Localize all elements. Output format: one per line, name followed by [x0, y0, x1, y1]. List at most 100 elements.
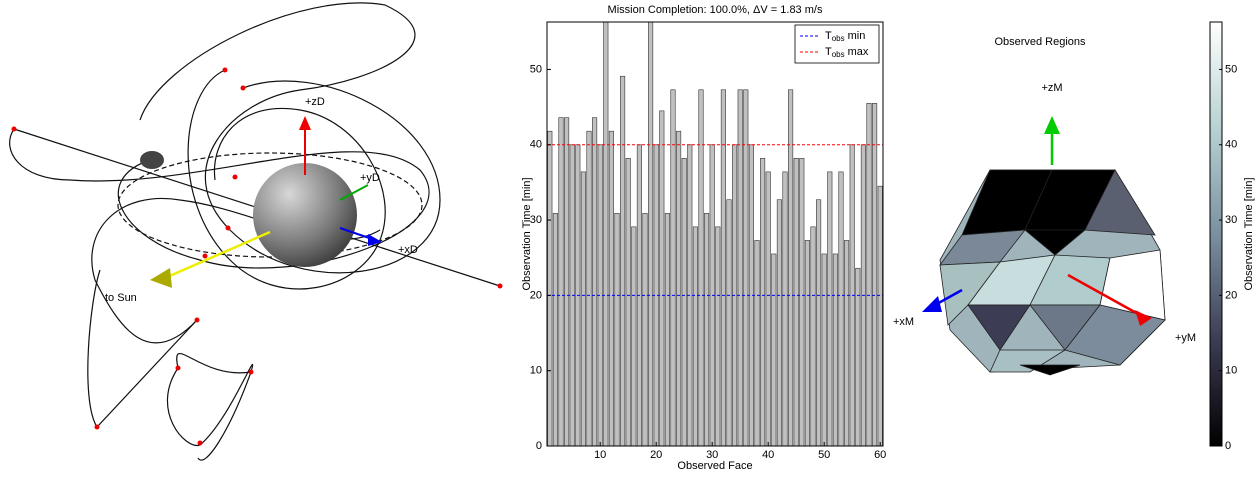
bar — [832, 253, 838, 447]
legend-text: max — [848, 46, 869, 58]
bar — [592, 117, 598, 447]
x-tick-label: 20 — [650, 449, 662, 461]
bar — [866, 103, 872, 447]
x-tick-label: 10 — [594, 449, 606, 461]
region-view — [939, 169, 1166, 376]
orbit-ellipse — [117, 152, 423, 258]
bar — [642, 212, 648, 447]
bar — [704, 212, 710, 447]
plot-area — [547, 22, 883, 446]
y-tick-label: 20 — [530, 289, 542, 301]
bar — [844, 240, 850, 447]
legend-label: Tobs min — [825, 30, 865, 43]
colorbar-tick-label: 0 — [1225, 440, 1231, 452]
y-arrowhead — [1135, 310, 1152, 326]
trajectory — [139, 2, 441, 274]
bar — [681, 158, 687, 447]
waypoints — [11, 67, 503, 446]
bar — [838, 171, 844, 447]
trajectory — [187, 69, 386, 290]
orbit-view — [9, 2, 503, 461]
x-arrowhead — [368, 234, 382, 246]
bar — [782, 171, 788, 447]
bar — [754, 240, 760, 447]
y-tick-label: 30 — [530, 214, 542, 226]
bar — [580, 171, 586, 447]
bar — [771, 253, 777, 447]
bar — [586, 130, 592, 447]
bar — [827, 171, 833, 447]
bar — [620, 75, 626, 447]
bar — [552, 212, 558, 447]
trajectory — [166, 363, 254, 461]
colorbar-label: Observation Time [min] — [1243, 177, 1255, 290]
colorbar-tick-label: 50 — [1225, 63, 1237, 75]
colorbar — [1209, 21, 1223, 447]
sun-marker — [150, 268, 172, 288]
legend-box — [794, 24, 880, 64]
y-axis-label: Observation Time [min] — [521, 177, 533, 290]
bar — [737, 89, 743, 447]
bar — [670, 89, 676, 447]
sun-vector — [164, 230, 271, 280]
bar — [631, 226, 637, 447]
bar — [603, 21, 609, 447]
bar — [659, 110, 665, 447]
legend-text: min — [848, 30, 866, 42]
y-tick-label: 0 — [536, 440, 542, 452]
trajectory — [87, 269, 198, 428]
bar — [558, 117, 564, 447]
colorbar-tick-label: 40 — [1225, 139, 1237, 151]
bar — [564, 117, 570, 447]
bar — [715, 226, 721, 447]
axis-label: +xD — [398, 244, 418, 256]
bar — [726, 199, 732, 447]
bar — [816, 199, 822, 447]
bar — [692, 226, 698, 447]
bar — [793, 158, 799, 447]
x-tick-label: 30 — [706, 449, 718, 461]
y-tick-label: 10 — [530, 365, 542, 377]
bar — [788, 89, 794, 447]
bar — [776, 199, 782, 447]
axis-label: +yD — [360, 172, 380, 184]
legend-label: Tobs max — [825, 46, 869, 59]
z-arrowhead — [299, 116, 311, 130]
body-sphere — [253, 163, 357, 267]
bar — [743, 89, 749, 447]
bar — [698, 89, 704, 447]
bar — [664, 212, 670, 447]
axes-box — [546, 21, 884, 447]
bar — [720, 89, 726, 447]
x-tick-label: 50 — [818, 449, 830, 461]
colorbar-tick-label: 30 — [1225, 214, 1237, 226]
colorbar-tick-label: 10 — [1225, 365, 1237, 377]
y-tick-label: 50 — [530, 63, 542, 75]
bar — [765, 171, 771, 447]
bar — [760, 158, 766, 447]
colorbar-tick-label: 20 — [1225, 289, 1237, 301]
bar — [614, 212, 620, 447]
bar — [547, 130, 553, 447]
trajectory — [176, 353, 252, 374]
bar — [877, 185, 883, 447]
bar — [821, 253, 827, 447]
y-arrow — [1067, 273, 1141, 317]
axis-label: +xM — [893, 316, 914, 328]
axis-label: to Sun — [105, 292, 137, 304]
spacecraft — [140, 151, 164, 169]
y-tick-label: 40 — [530, 139, 542, 151]
y-arrow — [339, 184, 369, 201]
legend-text: T — [825, 46, 832, 58]
axis-label: +zM — [1041, 82, 1062, 94]
legend-subscript: obs — [832, 50, 845, 59]
x-tick-label: 40 — [762, 449, 774, 461]
x-arrowhead — [922, 296, 942, 312]
legend-text: T — [825, 30, 832, 42]
legend-subscript: obs — [832, 34, 845, 43]
bar — [648, 21, 654, 447]
axis-label: +yM — [1175, 332, 1196, 344]
bar — [799, 158, 805, 447]
bar — [608, 130, 614, 447]
